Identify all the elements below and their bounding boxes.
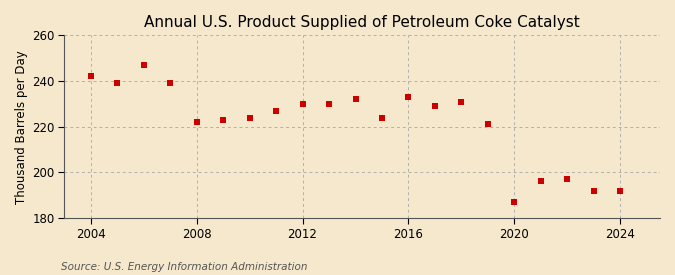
Point bbox=[271, 109, 281, 113]
Point bbox=[429, 104, 440, 108]
Point bbox=[403, 95, 414, 99]
Text: Source: U.S. Energy Information Administration: Source: U.S. Energy Information Administ… bbox=[61, 262, 307, 272]
Point bbox=[615, 188, 626, 193]
Point bbox=[509, 200, 520, 204]
Point bbox=[483, 122, 493, 127]
Point bbox=[191, 120, 202, 124]
Point bbox=[350, 97, 361, 101]
Point bbox=[589, 188, 599, 193]
Point bbox=[456, 99, 467, 104]
Point bbox=[218, 118, 229, 122]
Point bbox=[244, 115, 255, 120]
Point bbox=[138, 63, 149, 67]
Point bbox=[85, 74, 96, 79]
Point bbox=[535, 179, 546, 184]
Point bbox=[323, 102, 334, 106]
Y-axis label: Thousand Barrels per Day: Thousand Barrels per Day bbox=[15, 50, 28, 204]
Point bbox=[377, 115, 387, 120]
Point bbox=[165, 81, 176, 86]
Title: Annual U.S. Product Supplied of Petroleum Coke Catalyst: Annual U.S. Product Supplied of Petroleu… bbox=[144, 15, 580, 30]
Point bbox=[297, 102, 308, 106]
Point bbox=[112, 81, 123, 86]
Point bbox=[562, 177, 572, 182]
